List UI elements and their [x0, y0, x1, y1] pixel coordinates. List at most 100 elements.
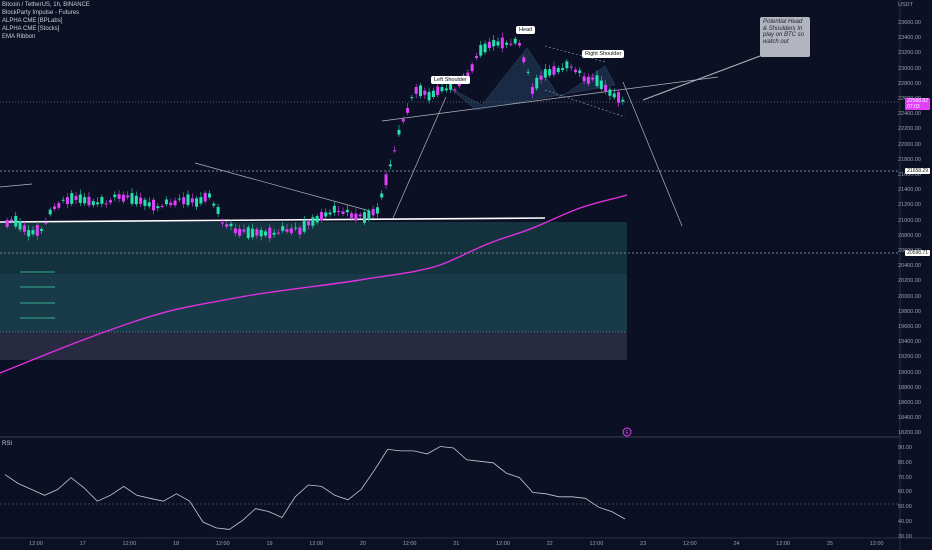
candle-body — [337, 211, 341, 213]
candle-body — [298, 227, 302, 235]
candle-body — [14, 215, 18, 227]
candle-body — [238, 228, 242, 236]
candle-body — [492, 40, 496, 47]
candle-body — [169, 202, 173, 206]
candle-body — [582, 76, 586, 82]
price-tick-label: 21600.00 — [898, 172, 921, 178]
level-tag-upper: 21658.29 — [905, 168, 930, 174]
rsi-tick-label: 90.00 — [898, 445, 912, 451]
countdown-value: 07:03 — [907, 104, 920, 110]
rsi-title[interactable]: RSI — [2, 441, 13, 447]
candle-body — [401, 119, 405, 122]
candle-body — [130, 193, 134, 204]
candle-body — [466, 72, 470, 78]
rsi-tick-label: 30.00 — [898, 533, 912, 540]
candle-body — [500, 37, 504, 49]
event-marker-icon[interactable] — [622, 427, 632, 437]
support-line — [0, 217, 546, 223]
candle-body — [225, 224, 229, 227]
candle-body — [539, 75, 543, 80]
rsi-tick-label: 70.00 — [898, 474, 912, 481]
candle-body — [371, 208, 375, 216]
candle-body — [117, 194, 121, 199]
price-tick-label: 19400.00 — [898, 339, 921, 346]
candle-body — [543, 69, 547, 78]
candle-body — [70, 193, 74, 204]
price-tick-label: 18800.00 — [898, 384, 921, 391]
candle-body — [410, 97, 414, 99]
candle-body — [556, 68, 560, 73]
candle-body — [470, 64, 474, 72]
rsi-tick-label: 50.00 — [898, 504, 912, 511]
time-tick-label: 12:00 — [215, 541, 230, 547]
ema-line — [0, 194, 628, 374]
price-tick-label: 22400.00 — [898, 111, 921, 118]
candle-body — [621, 99, 625, 102]
price-tick-label: 21800.00 — [898, 156, 921, 163]
note-callout[interactable]: Potential Head & Shoulders In play on BT… — [760, 17, 810, 57]
indicator-alpha-cme-stocks[interactable]: ALPHA CME [Stocks] — [2, 26, 60, 32]
candle-body — [595, 75, 599, 86]
candle-body — [100, 196, 104, 204]
candle-body — [143, 199, 147, 206]
candle-body — [565, 61, 569, 69]
candle-body — [44, 222, 48, 224]
price-tick-label: 18400.00 — [898, 415, 921, 422]
head-shoulders-pattern — [449, 47, 616, 111]
candle-body — [315, 216, 319, 223]
indicator-blockparty[interactable]: BlockParty Impulse - Futures — [2, 10, 80, 16]
candle-body — [324, 212, 328, 217]
trendline-descending — [194, 162, 371, 212]
symbol-title[interactable]: Bitcoin / TetherUS, 1h, BINANCE — [2, 2, 90, 8]
candle-body — [40, 229, 44, 231]
candle-body — [397, 129, 401, 135]
indicator-alpha-cme-bplabs[interactable]: ALPHA CME [BPLabs] — [2, 18, 63, 24]
candle-body — [483, 43, 487, 53]
candle-body — [518, 43, 522, 46]
time-tick-label: 12:00 — [776, 541, 791, 547]
candle-body — [190, 198, 194, 203]
candle-body — [113, 194, 117, 198]
candle-body — [285, 229, 289, 232]
time-tick-label: 22 — [546, 541, 553, 547]
candle-body — [573, 69, 577, 73]
left-shoulder-label[interactable]: Left Shoulder — [431, 76, 470, 84]
demand-zone-middle — [0, 274, 627, 332]
candle-series — [5, 32, 625, 243]
candle-body — [281, 226, 285, 231]
candle-body — [229, 223, 233, 227]
candle-body — [139, 197, 143, 204]
candle-body — [289, 228, 293, 234]
candle-body — [255, 229, 259, 236]
candle-body — [561, 68, 565, 71]
indicator-ema-ribbon[interactable]: EMA Ribbon — [2, 34, 36, 40]
candle-body — [147, 202, 151, 207]
time-tick-label: 12:00 — [309, 541, 324, 547]
candle-body — [307, 221, 311, 226]
note-pointer-line — [642, 55, 761, 101]
candle-body — [423, 90, 427, 95]
candle-body — [22, 225, 26, 232]
candle-body — [526, 71, 530, 73]
right-shoulder-label[interactable]: Right Shoulder — [582, 50, 625, 58]
candle-body — [535, 77, 539, 89]
head-label[interactable]: Head — [516, 26, 536, 34]
candle-body — [363, 212, 367, 223]
price-tick-label: 19800.00 — [898, 308, 921, 315]
price-tick-label: 20200.00 — [898, 278, 921, 285]
last-price-value: 22568.82 — [907, 98, 928, 104]
candle-body — [530, 87, 534, 94]
candle-body — [61, 199, 65, 201]
time-tick-label: 23 — [640, 541, 647, 547]
price-tick-label: 20000.00 — [898, 293, 921, 300]
candle-body — [427, 91, 431, 101]
candle-body — [505, 42, 509, 45]
candle-body — [569, 66, 573, 68]
candle-body — [134, 195, 138, 205]
candle-body — [457, 83, 461, 87]
candle-body — [208, 193, 212, 198]
candle-body — [18, 221, 22, 230]
candle-body — [78, 194, 82, 203]
candle-body — [406, 108, 410, 113]
